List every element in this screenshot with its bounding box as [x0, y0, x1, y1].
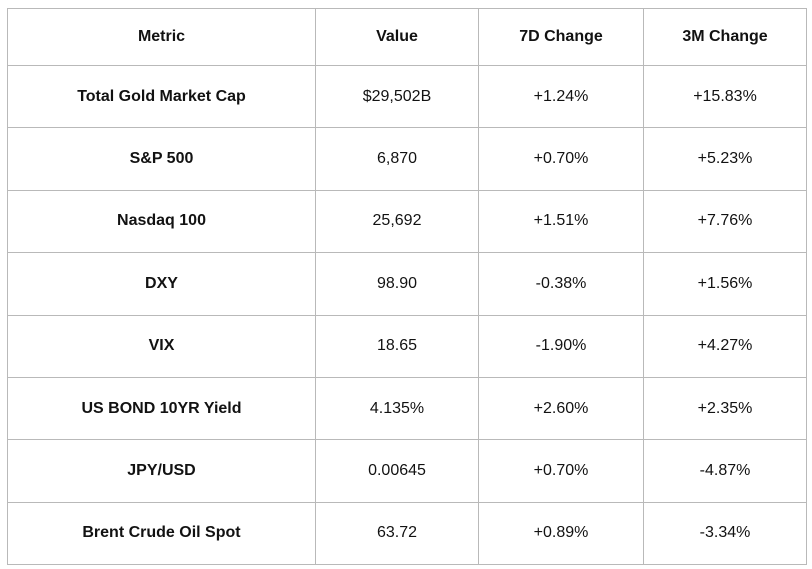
change-7d-cell: +1.51%: [478, 189, 644, 254]
change-3m-cell: -3.34%: [643, 501, 807, 566]
change-3m-cell: +15.83%: [643, 64, 807, 129]
metric-cell: JPY/USD: [7, 439, 316, 503]
change-7d-cell: +0.89%: [478, 501, 644, 566]
change-3m-cell: +5.23%: [643, 127, 807, 191]
metric-cell: US BOND 10YR Yield: [7, 376, 316, 441]
metric-cell: Nasdaq 100: [7, 189, 316, 254]
table-row: Nasdaq 100 25,692 +1.51% +7.76%: [7, 189, 807, 254]
change-7d-cell: +1.24%: [478, 64, 644, 129]
column-header-metric: Metric: [7, 8, 316, 66]
column-header-3m-change: 3M Change: [643, 8, 807, 66]
value-cell: 63.72: [315, 501, 479, 566]
change-7d-cell: +0.70%: [478, 127, 644, 191]
change-7d-cell: +0.70%: [478, 439, 644, 503]
table-row: DXY 98.90 -0.38% +1.56%: [7, 252, 807, 316]
value-cell: 6,870: [315, 127, 479, 191]
header-row: Metric Value 7D Change 3M Change: [7, 8, 807, 66]
table-row: JPY/USD 0.00645 +0.70% -4.87%: [7, 439, 807, 503]
change-7d-cell: -1.90%: [478, 314, 644, 378]
table-row: S&P 500 6,870 +0.70% +5.23%: [7, 127, 807, 191]
column-header-value: Value: [315, 8, 479, 66]
metric-cell: VIX: [7, 314, 316, 378]
value-cell: 25,692: [315, 189, 479, 254]
metric-cell: S&P 500: [7, 127, 316, 191]
market-metrics-table-container: Metric Value 7D Change 3M Change Total G…: [7, 8, 807, 566]
market-metrics-table: Metric Value 7D Change 3M Change Total G…: [7, 8, 807, 566]
change-3m-cell: +2.35%: [643, 376, 807, 441]
column-header-7d-change: 7D Change: [478, 8, 644, 66]
table-row: VIX 18.65 -1.90% +4.27%: [7, 314, 807, 378]
table-row: Total Gold Market Cap $29,502B +1.24% +1…: [7, 64, 807, 129]
change-3m-cell: -4.87%: [643, 439, 807, 503]
metric-cell: Brent Crude Oil Spot: [7, 501, 316, 566]
change-3m-cell: +1.56%: [643, 252, 807, 316]
change-3m-cell: +7.76%: [643, 189, 807, 254]
value-cell: $29,502B: [315, 64, 479, 129]
change-3m-cell: +4.27%: [643, 314, 807, 378]
value-cell: 98.90: [315, 252, 479, 316]
metric-cell: Total Gold Market Cap: [7, 64, 316, 129]
value-cell: 4.135%: [315, 376, 479, 441]
change-7d-cell: -0.38%: [478, 252, 644, 316]
metric-cell: DXY: [7, 252, 316, 316]
value-cell: 18.65: [315, 314, 479, 378]
table-row: US BOND 10YR Yield 4.135% +2.60% +2.35%: [7, 376, 807, 441]
table-row: Brent Crude Oil Spot 63.72 +0.89% -3.34%: [7, 501, 807, 566]
change-7d-cell: +2.60%: [478, 376, 644, 441]
value-cell: 0.00645: [315, 439, 479, 503]
